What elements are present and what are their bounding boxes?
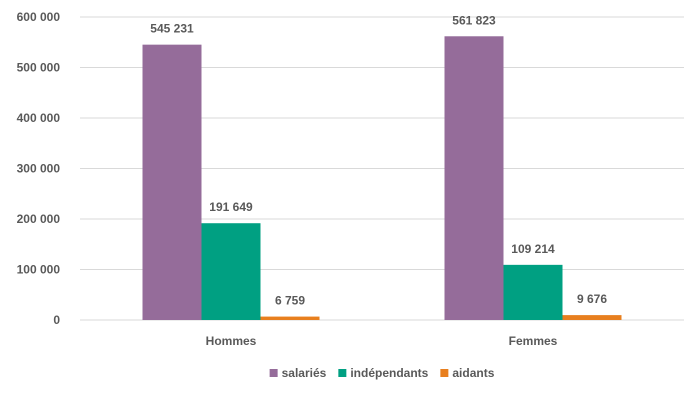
x-axis: Hommes Femmes: [206, 334, 558, 348]
legend-item-salariés: salariés: [269, 366, 327, 380]
data-label: 545 231: [150, 22, 194, 36]
y-tick-label: 500 000: [17, 61, 61, 75]
bar-indépendants-Hommes: [201, 223, 261, 320]
legend-swatch: [269, 369, 278, 377]
bar-salariés-Femmes: [444, 36, 504, 320]
bars: [142, 36, 622, 320]
data-label: 9 676: [577, 292, 607, 306]
legend-item-aidants: aidants: [440, 366, 495, 380]
y-axis: 0 100 000 200 000 300 000 400 000 500 000 600 …: [17, 10, 61, 327]
y-tick-label: 200 000: [17, 212, 61, 226]
legend-swatch: [440, 369, 449, 377]
bar-aidants-Hommes: [260, 316, 320, 320]
y-tick-label: 600 000: [17, 10, 61, 24]
legend-label: salariés: [282, 366, 327, 380]
bar-indépendants-Femmes: [503, 264, 563, 320]
bar-salariés-Hommes: [142, 44, 202, 320]
data-labels: 545 231 191 649 6 759 561 823 109 214 9 676: [150, 13, 607, 307]
legend-item-indépendants: indépendants: [338, 366, 429, 380]
x-tick-label: Femmes: [509, 334, 558, 348]
legend: salariés indépendants aidants: [269, 366, 495, 380]
legend-swatch: [338, 369, 347, 377]
y-tick-label: 100 000: [17, 263, 61, 277]
legend-label: indépendants: [350, 366, 428, 380]
y-tick-label: 0: [53, 313, 60, 327]
y-tick-label: 300 000: [17, 162, 61, 176]
data-label: 6 759: [275, 294, 305, 308]
data-label: 561 823: [452, 13, 496, 27]
y-tick-label: 400 000: [17, 111, 61, 125]
bar-aidants-Femmes: [562, 315, 622, 320]
x-tick-label: Hommes: [206, 334, 257, 348]
data-label: 191 649: [209, 200, 253, 214]
legend-label: aidants: [452, 366, 494, 380]
data-label: 109 214: [511, 242, 555, 256]
